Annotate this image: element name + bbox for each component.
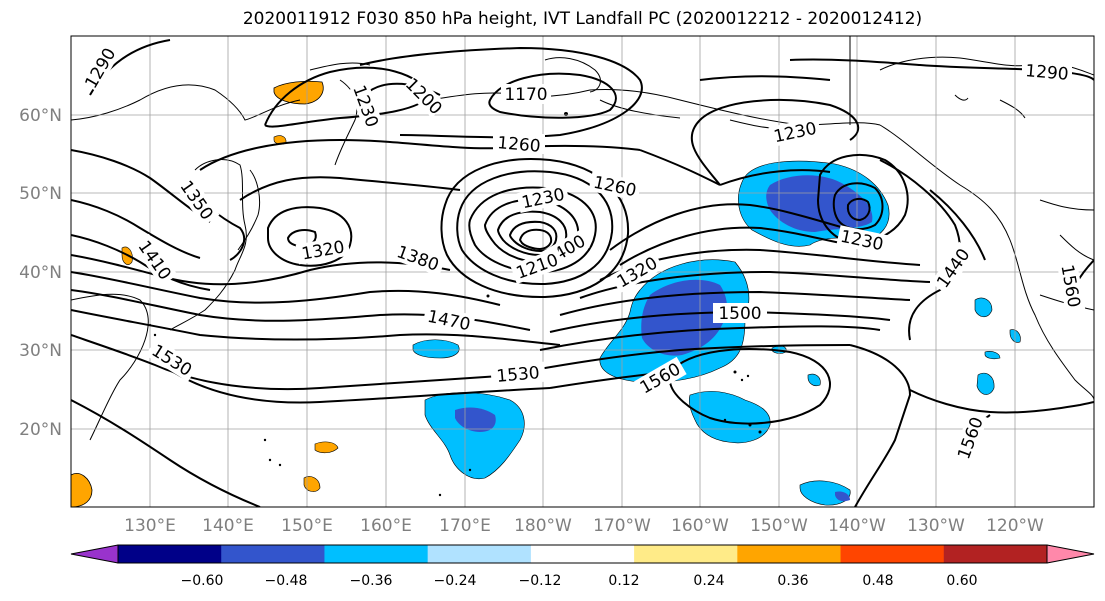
colorbar-swatch (427, 545, 532, 563)
colorbar-swatch (118, 545, 222, 563)
latitude-labels: 20°N 30°N 40°N 50°N 60°N (19, 106, 62, 440)
colorbar-tick-label: 0.60 (946, 573, 977, 589)
lon-label: 160°W (671, 516, 729, 536)
lat-label: 40°N (19, 263, 62, 283)
lon-label: 180°W (514, 516, 572, 536)
lat-label: 50°N (19, 184, 62, 204)
lon-label: 130°E (124, 516, 176, 536)
graticule (71, 36, 1094, 507)
lat-label: 20°N (19, 420, 62, 440)
contour-label: 1290 (1024, 61, 1069, 85)
map-frame (70, 35, 1095, 508)
contour-label: 1530 (496, 363, 541, 387)
lon-label: 170°E (439, 516, 491, 536)
lat-label: 60°N (19, 106, 62, 126)
colorbar-outline-ends (70, 544, 1095, 564)
lon-label: 150°E (281, 516, 333, 536)
lat-label: 30°N (19, 341, 62, 361)
longitude-labels: 130°E 140°E 150°E 160°E 170°E 180°W 170°… (124, 516, 1044, 536)
island-dots (148, 112, 762, 497)
colorbar: −0.60 −0.48 −0.36 −0.24 −0.12 0.12 0.24 … (70, 544, 1095, 589)
colorbar-swatch (634, 545, 738, 563)
colorbar-swatch (840, 545, 945, 563)
colorbar-swatch (737, 545, 842, 563)
map-title: 2020011912 F030 850 hPa height, IVT Land… (242, 9, 923, 29)
lon-label: 140°W (828, 516, 886, 536)
negative-anomaly-east-pacific (738, 160, 890, 247)
colorbar-swatch (324, 545, 429, 563)
contour-label: 1170 (504, 85, 547, 105)
lon-label: 120°W (986, 516, 1044, 536)
lon-label: 150°W (750, 516, 808, 536)
colorbar-tick-label: −0.12 (519, 573, 562, 589)
colorbar-swatch (221, 545, 325, 563)
colorbar-tick-label: 0.48 (862, 573, 893, 589)
colorbar-outline (117, 544, 1048, 564)
colorbar-swatch (943, 545, 1048, 563)
colorbar-low-extension (71, 545, 118, 563)
positive-anomaly-patches (71, 80, 339, 507)
colorbar-tick-label: −0.48 (265, 573, 308, 589)
colorbar-tick-label: 0.24 (693, 573, 724, 589)
colorbar-tick-label: −0.36 (350, 573, 393, 589)
contour-label: 1260 (496, 133, 541, 157)
colorbar-high-extension (1047, 545, 1094, 563)
contour-labels: 1290 1230 1200 1170 1260 1230 1260 1290 … (80, 45, 1086, 465)
map-area: 1290 1230 1200 1170 1260 1230 1260 1290 … (71, 36, 1094, 507)
contour-label: 1500 (718, 304, 761, 324)
colorbar-swatch (530, 545, 635, 563)
lon-label: 160°E (360, 516, 412, 536)
colorbar-tick-label: −0.60 (181, 573, 224, 589)
colorbar-tick-labels: −0.60 −0.48 −0.36 −0.24 −0.12 0.12 0.24 … (181, 573, 978, 589)
colorbar-tick-label: 0.12 (608, 573, 639, 589)
height-contours (71, 39, 1094, 507)
colorbar-tick-label: 0.36 (777, 573, 808, 589)
colorbar-swatches (118, 545, 1048, 563)
lon-label: 170°W (593, 516, 651, 536)
lon-label: 140°E (202, 516, 254, 536)
colorbar-tick-label: −0.24 (434, 573, 477, 589)
lon-label: 130°W (907, 516, 965, 536)
